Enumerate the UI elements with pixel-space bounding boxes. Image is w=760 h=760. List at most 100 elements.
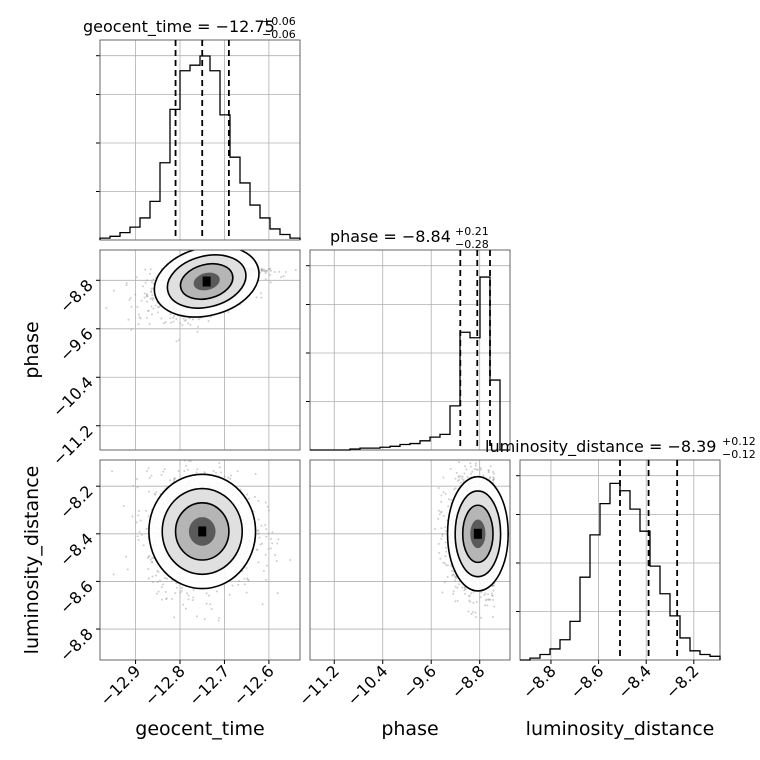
panel-frame (99, 459, 301, 661)
sample-point (469, 465, 472, 468)
sample-point (156, 306, 159, 309)
sample-point (264, 269, 267, 272)
sample-point (440, 494, 443, 497)
sample-point (129, 296, 132, 299)
sample-point (152, 278, 155, 281)
sample-point (195, 615, 198, 618)
sample-point (437, 542, 440, 545)
sample-point (256, 548, 259, 551)
sample-point (480, 591, 483, 594)
sample-point (136, 535, 139, 538)
sample-point (446, 575, 449, 578)
sample-point (127, 318, 130, 321)
sample-point (228, 593, 231, 596)
sample-point (289, 559, 292, 562)
sample-point (445, 564, 448, 567)
sample-point (169, 312, 172, 315)
sample-point (207, 319, 210, 322)
sample-point (452, 592, 455, 595)
sample-point (461, 586, 464, 589)
sample-point (135, 521, 138, 524)
sample-point (132, 484, 135, 487)
hist-panel-geocent_time (96, 39, 301, 241)
sample-point (264, 278, 267, 281)
sample-point (130, 305, 133, 308)
sample-point (187, 598, 190, 601)
sample-point (128, 298, 131, 301)
scatter-panel-geocent_time-luminosity_distance (99, 459, 301, 661)
sample-point (280, 276, 283, 279)
sample-point (479, 466, 482, 469)
sample-point (469, 462, 472, 465)
sample-point (146, 293, 149, 296)
sample-point (462, 478, 465, 481)
sample-point (196, 468, 199, 471)
sample-point (148, 554, 151, 557)
sample-point (169, 317, 172, 320)
sample-point (173, 315, 176, 318)
sample-point (148, 476, 151, 479)
sample-point (163, 468, 166, 471)
sample-point (179, 591, 182, 594)
sample-point (137, 313, 140, 316)
sample-point (452, 590, 455, 593)
sample-point (154, 304, 157, 307)
sample-point (487, 593, 490, 596)
sample-point (157, 590, 160, 593)
sample-point (192, 588, 195, 591)
sample-point (196, 330, 199, 333)
scatter-panel-phase-luminosity_distance (309, 459, 511, 661)
sample-point (276, 592, 279, 595)
sample-point (463, 592, 466, 595)
sample-point (439, 557, 442, 560)
sample-point (160, 586, 163, 589)
sample-point (264, 524, 267, 527)
hist-panel-phase (306, 249, 511, 451)
sample-point (130, 328, 133, 331)
sample-point (145, 470, 148, 473)
sample-point (444, 526, 447, 529)
sample-point (475, 600, 478, 603)
sample-point (181, 586, 184, 589)
hist-panel-luminosity_distance (516, 459, 721, 661)
sample-point (143, 296, 146, 299)
sample-point (142, 285, 145, 288)
title-phase-plus: +0.21 (455, 225, 489, 238)
sample-point (493, 605, 496, 608)
title-luminosity-distance-prefix: luminosity_distance = (485, 437, 667, 457)
sample-point (487, 471, 490, 474)
sample-point (463, 589, 466, 592)
sample-point (131, 515, 134, 518)
title-luminosity-distance-plus: +0.12 (722, 435, 756, 448)
sample-point (259, 543, 262, 546)
sample-point (458, 461, 461, 464)
sample-point (122, 505, 125, 508)
panel-content (111, 460, 292, 622)
sample-point (144, 281, 147, 284)
sample-point (219, 471, 222, 474)
sample-point (137, 323, 140, 326)
sample-point (217, 619, 220, 622)
sample-point (156, 581, 159, 584)
sample-point (205, 592, 208, 595)
sample-point (125, 284, 128, 287)
sample-point (148, 323, 151, 326)
sample-point (440, 537, 443, 540)
sample-point (236, 470, 239, 473)
sample-point (142, 544, 145, 547)
density-peak (473, 528, 482, 539)
sample-point (454, 487, 457, 490)
density-peak (198, 526, 207, 537)
sample-point (447, 498, 450, 501)
sample-point (472, 590, 475, 593)
sample-point (482, 474, 485, 477)
ylabel-luminosity-distance: luminosity_distance (21, 466, 43, 655)
sample-point (257, 518, 260, 521)
sample-point (438, 509, 441, 512)
sample-point (162, 470, 165, 473)
sample-point (164, 577, 167, 580)
sample-point (443, 562, 446, 565)
sample-point (136, 486, 139, 489)
sample-point (277, 538, 280, 541)
sample-point (175, 586, 178, 589)
